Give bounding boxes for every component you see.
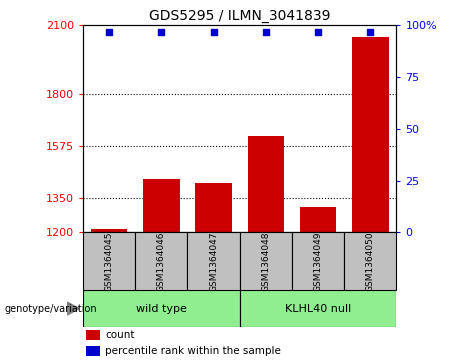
Text: GSM1364050: GSM1364050 [366, 231, 375, 292]
Text: GSM1364048: GSM1364048 [261, 231, 270, 291]
Bar [143, 179, 180, 232]
Bar [292, 232, 344, 290]
Text: percentile rank within the sample: percentile rank within the sample [105, 346, 281, 356]
Point [210, 29, 217, 34]
Bar [83, 290, 240, 327]
Point [106, 29, 113, 34]
Bar [344, 232, 396, 290]
Text: KLHL40 null: KLHL40 null [285, 303, 351, 314]
Text: count: count [105, 330, 135, 340]
Bar [195, 183, 232, 232]
Bar [86, 330, 100, 340]
Bar [86, 346, 100, 356]
Point [314, 29, 322, 34]
Polygon shape [67, 302, 79, 315]
Bar [248, 136, 284, 232]
Point [366, 29, 374, 34]
Bar [300, 207, 337, 232]
Point [262, 29, 270, 34]
Point [158, 29, 165, 34]
Title: GDS5295 / ILMN_3041839: GDS5295 / ILMN_3041839 [149, 9, 331, 23]
Bar [240, 290, 396, 327]
Text: GSM1364046: GSM1364046 [157, 231, 166, 291]
Bar [83, 232, 135, 290]
Bar [188, 232, 240, 290]
Bar [240, 232, 292, 290]
Bar [135, 232, 188, 290]
Text: GSM1364045: GSM1364045 [105, 231, 113, 291]
Bar [352, 37, 389, 232]
Text: GSM1364049: GSM1364049 [313, 231, 323, 291]
Bar [91, 229, 127, 232]
Text: wild type: wild type [136, 303, 187, 314]
Text: genotype/variation: genotype/variation [5, 303, 97, 314]
Text: GSM1364047: GSM1364047 [209, 231, 218, 291]
